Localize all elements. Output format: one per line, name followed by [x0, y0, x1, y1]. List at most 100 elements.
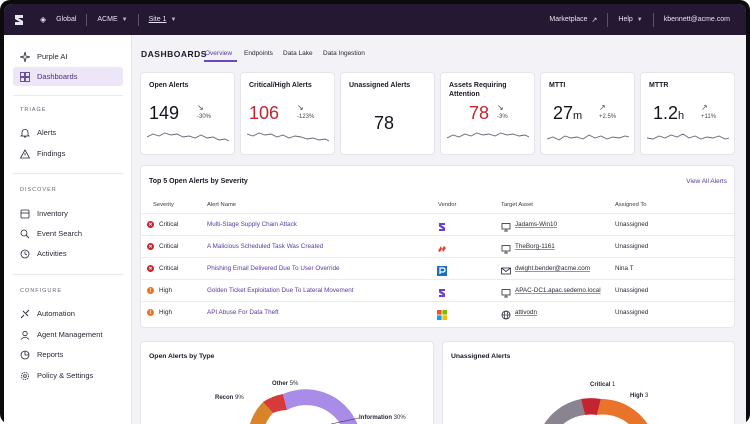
table-row[interactable]: ✕ Critical A Malicious Scheduled Task Wa… [141, 235, 736, 257]
severity-label: High [159, 287, 172, 294]
target-asset-link[interactable]: attivodn [515, 309, 538, 316]
sentinelone-icon [437, 285, 447, 297]
trend-down-icon: ↘ [297, 103, 304, 112]
kpi-title: Assets Requiring Attention [449, 82, 507, 98]
target-asset-link[interactable]: dwight.bender@acme.com [515, 265, 590, 272]
card-title: Open Alerts by Type [149, 353, 215, 360]
sidebar-item-findings[interactable]: Findings [13, 144, 123, 163]
microsoft-icon [437, 307, 447, 320]
sidebar-item-purple-ai[interactable]: Purple AI [13, 47, 123, 66]
kpi-delta: +2.5% [599, 114, 617, 120]
kpi-card-critical-high[interactable]: Critical/High Alerts 106 ↘ -123% [240, 72, 335, 155]
kpi-title: Critical/High Alerts [249, 82, 312, 89]
target-asset-link[interactable]: TheBorg-1161 [515, 243, 555, 250]
table-row[interactable]: ! High Golden Ticket Exploitation Due To… [141, 279, 736, 301]
proofpoint-icon [437, 263, 447, 276]
sentinelone-logo-icon[interactable] [4, 4, 34, 35]
column-header-alert-name[interactable]: Alert Name [207, 202, 236, 208]
sidebar: Purple AI Dashboards TRIAGE Alerts Findi… [4, 35, 132, 424]
sidebar-item-event-search[interactable]: Event Search [13, 224, 123, 243]
severity-critical-icon: ✕ [147, 243, 154, 250]
site-selector[interactable]: Site 1 [148, 16, 167, 23]
scope-global[interactable]: Global [56, 16, 77, 23]
sidebar-item-policy-settings[interactable]: Policy & Settings [13, 366, 123, 385]
agent-icon [19, 329, 30, 340]
page-title: DASHBOARDS [141, 49, 207, 59]
sparkline [647, 133, 729, 140]
donut-slice-information [283, 389, 358, 424]
sparkline [147, 132, 229, 142]
alert-name-link[interactable]: Golden Ticket Exploitation Due To Latera… [207, 287, 354, 294]
sidebar-item-label: Findings [37, 149, 66, 158]
alert-name-link[interactable]: Multi-Stage Supply Chain Attack [207, 221, 297, 228]
tab-data-lake[interactable]: Data Lake [283, 50, 313, 57]
alert-name-link[interactable]: API Abuse For Data Theft [207, 309, 279, 316]
tab-overview[interactable]: Overview [205, 50, 233, 57]
sidebar-item-inventory[interactable]: Inventory [13, 204, 123, 223]
slice-label-recon: Recon 9% [215, 395, 244, 401]
kpi-card-mttr[interactable]: MTTR 1.2h ↗ +11% [640, 72, 735, 155]
sidebar-item-dashboards[interactable]: Dashboards [13, 67, 123, 86]
assigned-to: Unassigned [615, 243, 649, 250]
kpi-card-assets[interactable]: Assets Requiring Attention 78 ↘ -3% [440, 72, 535, 155]
sidebar-item-agent-management[interactable]: Agent Management [13, 325, 123, 344]
marketplace-link[interactable]: Marketplace [549, 16, 588, 23]
donut-slice-gray [544, 399, 585, 424]
severity-label: Critical [159, 221, 179, 228]
sidebar-item-label: Alerts [37, 128, 57, 137]
assigned-to: Unassigned [615, 221, 649, 228]
sparkline [547, 134, 629, 141]
donut-slice-critical [581, 398, 601, 415]
table-row[interactable]: ✕ Critical Multi-Stage Supply Chain Atta… [141, 213, 736, 235]
chevron-down-icon[interactable]: ▼ [636, 16, 643, 23]
kpi-value: 106 [249, 103, 280, 123]
sparkle-icon [19, 51, 30, 62]
column-header-severity[interactable]: Severity [153, 202, 174, 208]
slice-label-high: High 3 [630, 393, 649, 399]
account-selector[interactable]: ACME [97, 16, 118, 23]
kpi-card-mtti[interactable]: MTTI 27m ↗ +2.5% [540, 72, 635, 155]
kpi-card-unassigned[interactable]: Unassigned Alerts 78 [340, 72, 435, 155]
kpi-card-open-alerts[interactable]: Open Alerts 149 ↘ -30% [140, 72, 235, 155]
sidebar-item-alerts[interactable]: Alerts [13, 123, 123, 142]
help-menu[interactable]: Help [618, 16, 633, 23]
sidebar-item-label: Reports [37, 350, 64, 359]
external-link-icon: ↗ [591, 16, 598, 24]
sidebar-item-reports[interactable]: Reports [13, 345, 123, 364]
tab-data-ingestion[interactable]: Data Ingestion [323, 50, 365, 57]
donut-chart [249, 389, 358, 424]
alert-name-link[interactable]: Phishing Email Delivered Due To User Ove… [207, 265, 340, 272]
view-all-alerts-link[interactable]: View All Alerts [686, 178, 727, 185]
severity-critical-icon: ✕ [147, 265, 154, 272]
kpi-title: Open Alerts [149, 82, 189, 89]
sidebar-item-label: Event Search [37, 229, 83, 238]
app-window: ◈ Global ACME ▼ Site 1 ▼ Marketplace ↗ H… [4, 4, 746, 424]
top-alerts-card: Top 5 Open Alerts by Severity View All A… [140, 165, 736, 328]
kpi-title: MTTR [649, 82, 669, 89]
column-header-assigned-to[interactable]: Assigned To [615, 202, 647, 208]
sidebar-item-label: Dashboards [37, 72, 78, 81]
user-menu[interactable]: kbennett@acme.com [663, 16, 730, 23]
slice-label-critical: Critical 1 [590, 382, 616, 388]
divider [86, 13, 88, 26]
monitor-icon [501, 241, 511, 254]
tab-endpoints[interactable]: Endpoints [244, 50, 273, 57]
sidebar-item-automation[interactable]: Automation [13, 304, 123, 323]
assigned-to: Unassigned [615, 287, 649, 294]
column-header-vendor[interactable]: Vendor [438, 202, 457, 208]
sidebar-item-activities[interactable]: Activities [13, 244, 123, 263]
severity-high-icon: ! [147, 287, 154, 294]
alert-name-link[interactable]: A Malicious Scheduled Task Was Created [207, 243, 324, 250]
monitor-icon [501, 285, 511, 298]
leader-line [331, 417, 360, 424]
top-bar: ◈ Global ACME ▼ Site 1 ▼ Marketplace ↗ H… [4, 4, 746, 35]
chevron-down-icon[interactable]: ▼ [121, 16, 128, 23]
chevron-down-icon[interactable]: ▼ [170, 16, 177, 23]
sidebar-item-label: Activities [37, 249, 67, 258]
target-asset-link[interactable]: Jadams-Win10 [515, 221, 557, 228]
table-row[interactable]: ✕ Critical Phishing Email Delivered Due … [141, 257, 736, 279]
target-asset-link[interactable]: APAC-DC1.apac.sedemo.local [515, 287, 601, 294]
column-header-target-asset[interactable]: Target Asset [501, 202, 533, 208]
table-row[interactable]: ! High API Abuse For Data Theft attivodn… [141, 301, 736, 323]
inventory-icon [19, 208, 30, 219]
